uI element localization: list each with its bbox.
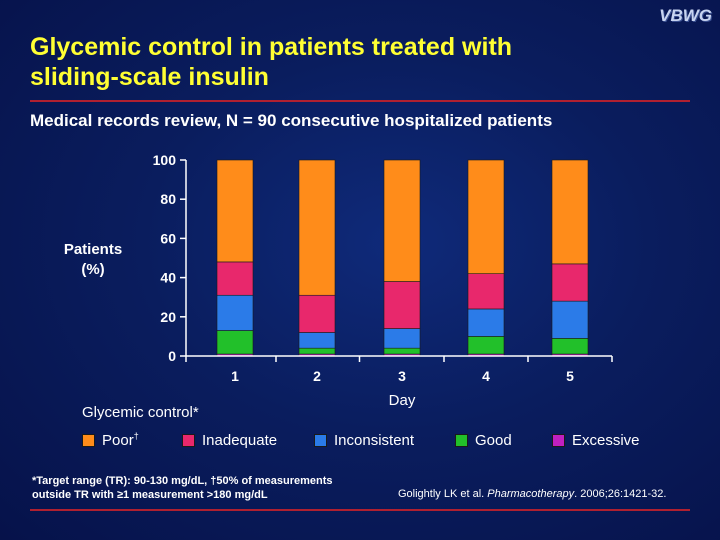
title-line-1: Glycemic control in patients treated wit… — [30, 33, 513, 61]
legend-sup-poor: † — [133, 431, 139, 441]
legend-swatch-excessive — [552, 433, 565, 447]
bar-day-4-inadequate — [467, 273, 505, 310]
x-tick-label-3: 3 — [398, 368, 406, 384]
legend-label-inconsistent: Inconsistent — [334, 431, 415, 449]
bar-day-2-inadequate — [298, 294, 336, 333]
bar-day-5-inconsistent — [551, 300, 589, 339]
legend-item-excessive: Excessive — [552, 430, 640, 450]
bar-day-2-inconsistent — [298, 332, 336, 349]
legend-swatch-inadequate — [182, 433, 195, 447]
legend-item-inconsistent: Inconsistent — [314, 430, 414, 450]
y-tick-label-0: 0 — [168, 348, 176, 364]
legend-label-poor: Poor — [102, 432, 134, 449]
bar-day-4-inconsistent — [467, 308, 505, 337]
legend-label-good: Good — [475, 431, 512, 449]
y-axis-label-line-1: Patients — [63, 241, 123, 258]
footnote-line-1: *Target range (TR): 90-130 mg/dL, †50% o… — [32, 475, 333, 487]
slide-subtitle: Medical records review, N = 90 consecuti… — [30, 111, 553, 130]
title-divider — [30, 100, 690, 102]
x-tick-label-5: 5 — [566, 368, 574, 384]
legend-swatch-inconsistent — [314, 433, 327, 447]
legend-label-excessive: Excessive — [572, 431, 640, 449]
y-tick-label-100: 100 — [153, 152, 177, 168]
bar-day-1-good — [216, 330, 254, 355]
y-axis-label-line-2: (%) — [81, 261, 105, 278]
y-tick-label-40: 40 — [160, 270, 176, 286]
bar-day-1-inadequate — [216, 261, 254, 296]
x-tick-label-4: 4 — [482, 368, 490, 384]
legend-item-inadequate: Inadequate — [182, 430, 277, 450]
legend-heading: Glycemic control* — [82, 404, 199, 421]
bar-day-3-good — [383, 347, 421, 355]
legend-item-poor: Poor† — [82, 430, 139, 450]
legend-label-inadequate: Inadequate — [202, 431, 278, 449]
legend-item-good: Good — [455, 430, 512, 450]
vbwg-logo: VBWG — [659, 6, 712, 25]
x-tick-label-1: 1 — [231, 368, 239, 384]
citation-authors: Golightly LK et al. — [398, 488, 488, 500]
bar-day-3-inconsistent — [383, 328, 421, 349]
chart-legend: Poor† Inadequate Inconsistent Good Exces… — [82, 430, 682, 450]
y-tick-label-20: 20 — [160, 309, 176, 325]
title-line-2: sliding-scale insulin — [30, 63, 269, 91]
bar-day-1-inconsistent — [216, 294, 254, 331]
legend-swatch-good — [455, 433, 468, 447]
x-axis-label: Day — [389, 392, 416, 409]
bar-day-1-poor — [216, 159, 254, 263]
y-tick-label-80: 80 — [160, 191, 176, 207]
y-axis-label: Patients (%) — [50, 240, 136, 280]
bar-day-2-good — [298, 347, 336, 355]
bar-day-2-poor — [298, 159, 336, 296]
slide-title: Glycemic control in patients treated wit… — [30, 32, 630, 92]
bar-day-5-good — [551, 338, 589, 355]
bar-day-3-poor — [383, 159, 421, 282]
footnote-line-2: outside TR with ≥1 measurement >180 mg/d… — [32, 489, 268, 501]
bar-day-4-good — [467, 336, 505, 355]
legend-swatch-poor — [82, 433, 95, 447]
citation: Golightly LK et al. Pharmacotherapy. 200… — [398, 488, 698, 500]
bar-day-3-inadequate — [383, 281, 421, 329]
bar-day-5-poor — [551, 159, 589, 265]
bar-day-5-inadequate — [551, 263, 589, 302]
x-tick-label-2: 2 — [313, 368, 321, 384]
citation-rest: . 2006;26:1421-32. — [574, 488, 667, 500]
citation-journal: Pharmacotherapy — [487, 488, 575, 500]
footer-divider — [30, 509, 690, 511]
bar-day-4-poor — [467, 159, 505, 274]
footnote: *Target range (TR): 90-130 mg/dL, †50% o… — [32, 474, 382, 502]
y-tick-label-60: 60 — [160, 230, 176, 246]
